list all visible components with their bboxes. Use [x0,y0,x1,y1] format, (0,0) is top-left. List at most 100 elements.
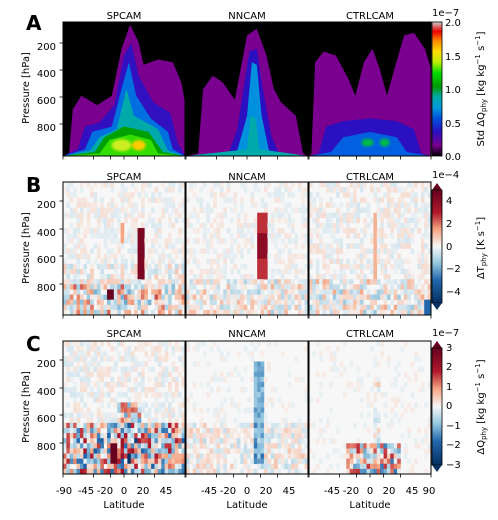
b-cell [325,222,330,229]
c-cell [186,341,190,347]
c-cell [414,371,418,378]
b-cell [230,289,234,295]
c-cell [291,422,295,429]
b-cell [100,258,104,265]
b-cell [199,299,204,306]
b-cell [393,187,398,193]
c-cell [151,433,155,439]
c-cell [137,417,142,424]
colorbar-b-extend-bottom [432,303,442,310]
c-cell [216,463,221,470]
b-cell [383,192,388,198]
c-cell [96,433,101,439]
c-cell [113,433,118,439]
b-cell [353,197,357,203]
b-cell [386,222,391,229]
b-cell [120,207,125,213]
b-cell [69,238,74,244]
c-cell [63,381,67,388]
b-cell [157,263,162,270]
c-cell [161,402,165,408]
c-cell [117,433,121,439]
b-cell [366,263,371,270]
b-cell [117,222,121,229]
b-cell [100,207,104,213]
b-cell [120,263,125,270]
b-cell [79,212,84,219]
b-cell [376,289,381,295]
b-cell [157,228,162,234]
b-cell [181,258,186,265]
b-cell [140,284,145,290]
b-cell [216,212,221,219]
c-cell [103,448,108,454]
c-cell [223,427,227,434]
b-cell [427,222,432,229]
b-cell [96,248,101,254]
b-cell [219,238,224,244]
b-cell [325,263,330,270]
c-cell [113,381,118,388]
b-cell [240,309,244,316]
c-cell [147,422,152,429]
c-cell [186,346,190,352]
b-cell [157,222,162,229]
b-cell [342,299,347,306]
b-cell [240,228,244,234]
c-cell [154,392,159,398]
c-cell [154,397,159,403]
b-cell [280,228,285,234]
c-cell [157,341,162,347]
c-cell [144,443,149,449]
c-cell [124,448,128,454]
c-cell [332,351,337,357]
c-cell [294,433,299,439]
b-cell [380,243,384,249]
b-cell [63,248,67,254]
b-cell [339,304,344,311]
b-cell [124,192,128,198]
c-cell [192,443,197,449]
b-cell [219,192,224,198]
c-cell [164,433,169,439]
b-cell [93,309,98,316]
b-cell [390,284,395,290]
b-cell [107,289,111,295]
b-cell [315,222,320,229]
c-cell [250,468,255,475]
b-cell [189,304,194,311]
b-cell [202,279,207,285]
b-cell [226,304,231,311]
c-cell [90,341,94,347]
c-cell [373,458,378,465]
c-cell [137,453,142,459]
b-cell [161,248,165,254]
c-cell [233,366,238,372]
b-cell [363,274,367,280]
b-cell [400,202,405,208]
b-cell [336,299,340,306]
c-cell [86,361,91,367]
c-cell [113,427,118,434]
b-cell [164,207,169,213]
c-cell [157,346,162,352]
b-cell [189,284,194,290]
b-cell [100,279,104,285]
c-cell [124,468,128,475]
b-cell [100,304,104,311]
b-cell [233,299,238,306]
b-cell [127,304,132,311]
b-cell [113,238,118,244]
c-cell [294,422,299,429]
b-cell [154,248,159,254]
b-cell [83,304,88,311]
b-cell [427,233,432,239]
c-cell [397,468,401,475]
c-cell [66,346,71,352]
b-cell [407,202,411,208]
c-cell [329,463,334,470]
c-cell [407,402,411,408]
c-cell [181,443,186,449]
b-cell [90,304,94,311]
b-cell [144,238,149,244]
